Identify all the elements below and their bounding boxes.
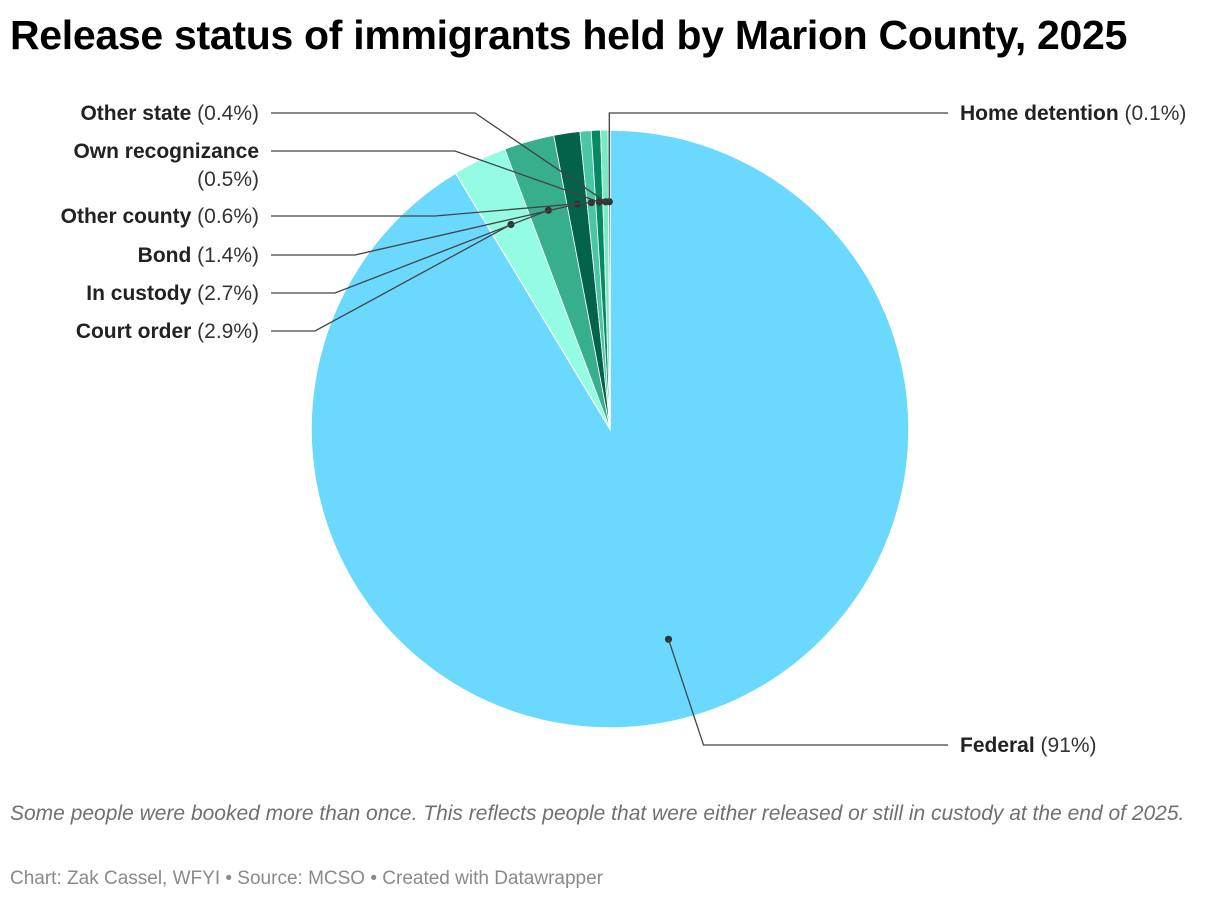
leader-line-court-order [271, 223, 512, 332]
label-name: In custody [86, 282, 191, 305]
label-bond: Bond (1.4%) [138, 244, 259, 267]
chart-byline: Chart: Zak Cassel, WFYI • Source: MCSO •… [10, 868, 603, 889]
label-pct: (0.1%) [1119, 102, 1187, 125]
chart-notes: Some people were booked more than once. … [10, 802, 1185, 825]
label-name: Own recognizance [73, 140, 259, 163]
label-name: Other state [80, 102, 191, 125]
leader-line-home-detention [608, 112, 948, 202]
label-pct: (2.9%) [191, 320, 259, 343]
label-name: Court order [76, 320, 192, 343]
leader-lines [271, 112, 948, 746]
label-in-custody: In custody (2.7%) [86, 282, 259, 305]
label-own-recognizance: Own recognizance (0.5%) [73, 140, 259, 191]
label-name: Other county [61, 205, 192, 228]
label-name: Federal [960, 734, 1035, 757]
label-name: Bond [138, 244, 192, 267]
label-federal: Federal (91%) [960, 734, 1097, 757]
label-other-county: Other county (0.6%) [61, 205, 259, 228]
label-pct: (0.6%) [191, 205, 259, 228]
chart-title: Release status of immigrants held by Mar… [10, 12, 1128, 58]
label-pct: (0.4%) [191, 102, 259, 125]
pie-slices [310, 129, 910, 729]
label-name: Home detention [960, 102, 1119, 125]
leader-line-other-state [271, 112, 607, 203]
label-home-detention: Home detention (0.1%) [960, 102, 1186, 125]
label-pct: (91%) [1035, 734, 1097, 757]
leader-line-bond [271, 203, 578, 256]
label-court-order: Court order (2.9%) [76, 320, 259, 343]
leader-line-federal [667, 639, 948, 746]
leader-dot-federal [664, 635, 673, 643]
label-pct: (0.5%) [197, 168, 259, 191]
label-pct: (1.4%) [191, 244, 259, 267]
leader-line-other-county [271, 201, 592, 217]
slice-labels: Federal (91%)Court order (2.9%)In custod… [61, 102, 1187, 757]
leader-line-own-recognizance [271, 150, 600, 203]
label-other-state: Other state (0.4%) [80, 102, 259, 125]
label-pct: (2.7%) [191, 282, 259, 305]
leader-line-in-custody [271, 209, 549, 294]
